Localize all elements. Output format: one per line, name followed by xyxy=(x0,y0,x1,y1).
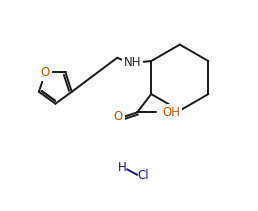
Text: OH: OH xyxy=(163,106,181,119)
Text: H: H xyxy=(117,161,126,174)
Text: O: O xyxy=(114,110,123,123)
Text: NH: NH xyxy=(124,56,142,69)
Text: O: O xyxy=(41,66,50,79)
Text: Cl: Cl xyxy=(137,169,149,182)
